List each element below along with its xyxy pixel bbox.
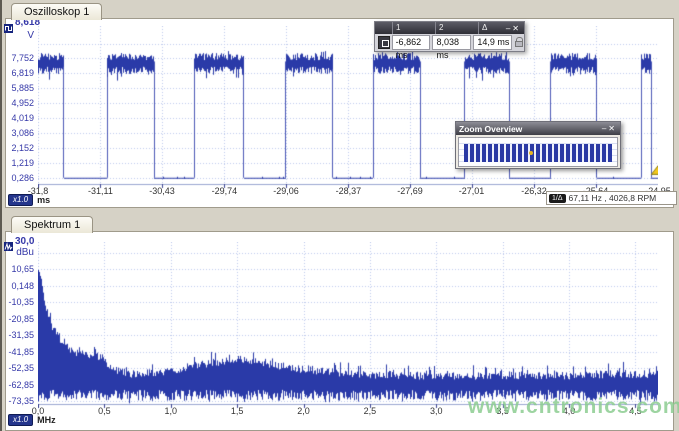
osc-x-tick-label: -28,37 [335,186,362,196]
frequency-rpm-value: 67,11 Hz , 4026,8 RPM [568,193,657,203]
frequency-readout: 1/Δ 67,11 Hz , 4026,8 RPM [546,191,677,205]
close-icon[interactable]: ✕ [608,124,617,133]
cursor-delta-value[interactable]: 14,9 ms [473,35,513,50]
spec-x-tick-label: 4,5 [629,406,642,416]
close-icon[interactable]: ✕ [512,23,521,33]
osc-x-tick-label: -30,43 [149,186,175,196]
spec-x-tick-label: 2,5 [363,406,377,416]
spec-x-scale: x1.0 MHz [8,414,56,426]
spec-y-tick-label: -62,85 [8,379,34,390]
zoom-overview-waveform [464,144,612,162]
minimize-icon[interactable]: – [505,23,513,33]
osc-x-tick-label: -31,8 [27,186,49,196]
spec-x-unit: MHz [37,415,56,425]
zoom-overview-content[interactable] [458,137,618,167]
osc-x-tick-label: -26,32 [521,186,547,196]
zoom-overview-title: Zoom Overview [459,123,523,134]
measurement-box-header[interactable]: 1 2 Δ –✕ [375,22,524,34]
osc-y-tick-label: 4,019 [11,112,34,123]
measure-col-delta: Δ [478,22,502,34]
osc-y-tick-label: 4,952 [11,98,34,109]
osc-y-tick-label: 0,286 [11,172,34,183]
spec-x-tick-label: 1,5 [230,406,244,416]
osc-x-tick-label: -31,11 [88,186,113,196]
spec-y-max-label: 30,0 [15,236,35,247]
reciprocal-delta-badge: 1/Δ [549,193,566,203]
measure-col-2: 2 [435,22,478,34]
measurement-box: 1 2 Δ –✕ -6,862 ms 8,038 ms 14,9 ms [374,21,525,60]
cursor1-value[interactable]: -6,862 ms [391,35,431,60]
osc-y-tick-label: 2,152 [11,142,34,153]
channel-waveform-icon[interactable] [4,20,13,33]
cursor2-value[interactable]: 8,038 ms [432,35,472,60]
zoom-overview-titlebar[interactable]: Zoom Overview –✕ [456,122,620,135]
spec-x-tick-label: 0,0 [31,406,45,416]
zoom-overview-marker [528,151,533,155]
spec-x-tick-label: 1,0 [164,406,177,416]
spec-x-tick-label: 4,0 [562,406,576,416]
spectrum-plot[interactable] [38,242,658,409]
osc-y-tick-label: 1,219 [11,157,34,168]
osc-x-tick-label: -29,06 [273,186,299,196]
cursor-mode-icon[interactable] [378,36,390,49]
spec-y-tick-label: 0,148 [11,280,34,291]
osc-x-scale: x1.0 ms [8,194,50,206]
measurement-values-row: -6,862 ms 8,038 ms 14,9 ms [375,34,524,60]
osc-y-tick-label: 3,086 [11,127,34,138]
spec-x-tick-label: 2,0 [297,406,310,416]
tab-spektrum-1[interactable]: Spektrum 1 [11,216,94,233]
osc-y-tick-label: 5,885 [11,83,34,94]
spec-y-tick-label: -52,35 [8,363,34,374]
osc-x-tick-label: -27,69 [397,186,423,196]
spec-y-tick-label: -73,35 [8,396,34,407]
osc-x-tick-label: -29,74 [211,186,238,196]
osc-zoom-factor-badge[interactable]: x1.0 [8,194,34,206]
osc-x-unit: ms [37,195,51,205]
spec-y-tick-label: -41,85 [8,346,34,357]
minimize-icon[interactable]: – [601,124,609,133]
spec-y-tick-label: 10,65 [11,264,34,275]
osc-y-max-label: 8,618 [15,17,41,28]
spec-zoom-factor-badge[interactable]: x1.0 [8,414,34,426]
spec-y-tick-label: -20,85 [8,313,34,324]
channel-spectrum-icon[interactable] [4,238,13,251]
spec-x-tick-label: 3,0 [430,406,443,416]
osc-y-tick-label: 6,819 [11,68,34,79]
spec-x-tick-label: 0,5 [98,406,111,416]
zoom-overview-window: Zoom Overview –✕ [455,121,621,169]
spec-y-unit: dBu [16,247,34,258]
measure-col-1: 1 [392,22,435,34]
tab-oszilloskop-1[interactable]: Oszilloskop 1 [11,3,103,20]
lock-icon[interactable] [514,36,524,49]
osc-y-unit: V [27,30,34,41]
spec-y-tick-label: -10,35 [8,297,34,308]
osc-x-tick-label: -27,01 [458,186,485,196]
spec-x-tick-label: 3,5 [496,406,509,416]
spec-y-tick-label: -31,35 [8,330,34,341]
osc-y-tick-label: 7,752 [11,53,34,64]
